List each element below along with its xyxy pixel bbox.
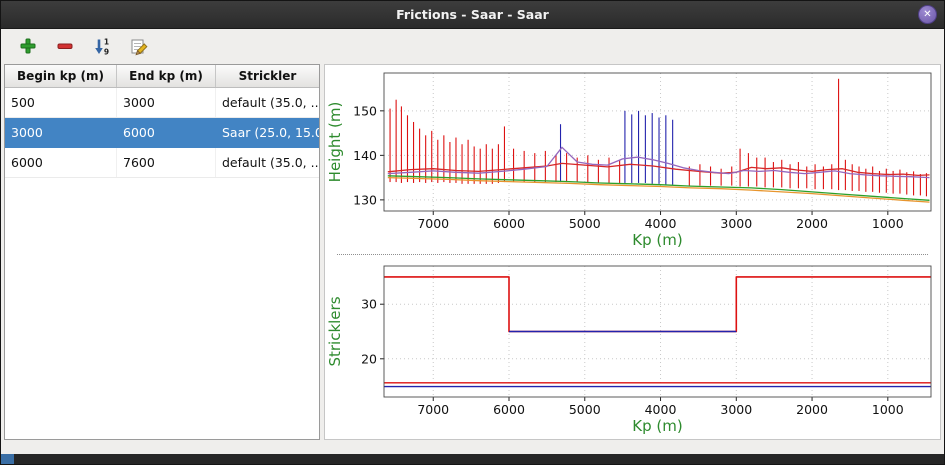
table-cell: 6000 [123, 125, 155, 140]
svg-text:150: 150 [353, 103, 377, 118]
svg-text:3000: 3000 [720, 216, 752, 231]
sort-glyph-bottom: 9 [103, 47, 108, 56]
close-button[interactable]: ✕ [918, 5, 937, 24]
table-cell: 3000 [11, 125, 43, 140]
titlebar[interactable]: Frictions - Saar - Saar ✕ [1, 1, 944, 29]
table-header: Begin kp (m) End kp (m) Strickler [5, 65, 319, 88]
table-cell: 500 [5, 88, 117, 117]
table-cell: Saar (25.0, 15.0) [222, 125, 319, 140]
svg-text:2000: 2000 [796, 216, 828, 231]
svg-text:Height (m): Height (m) [326, 102, 344, 183]
edit-icon [131, 39, 148, 55]
table-cell: default (35.0, ... [222, 155, 319, 170]
svg-text:7000: 7000 [417, 402, 449, 417]
svg-text:3000: 3000 [720, 402, 752, 417]
svg-text:140: 140 [353, 148, 377, 163]
frictions-table: Begin kp (m) End kp (m) Strickler 500 3000 d… [4, 64, 320, 440]
table-cell: 7600 [117, 148, 216, 177]
svg-text:Kp (m): Kp (m) [632, 231, 682, 249]
svg-text:6000: 6000 [493, 216, 525, 231]
charts-panel: 7000 6000 5000 4000 3000 2000 1000 130 140 150 Kp … [324, 64, 941, 440]
edit-button[interactable] [126, 33, 152, 59]
stricklers-chart: 7000 6000 5000 4000 3000 2000 1000 20 30 Kp (m) St… [326, 265, 932, 435]
main-content: Begin kp (m) End kp (m) Strickler 500 3000 d… [1, 63, 944, 454]
svg-text:4000: 4000 [645, 216, 677, 231]
table-cell: 6000 [5, 148, 117, 177]
table-cell: 3000 [117, 88, 216, 117]
window-title: Frictions - Saar - Saar [396, 7, 549, 22]
table-row[interactable]: 6000 7600 default (35.0, ... [5, 148, 319, 178]
toolbar: 1 9 [1, 29, 944, 63]
column-header[interactable]: Begin kp (m) [5, 65, 117, 87]
svg-text:30: 30 [361, 297, 377, 312]
column-header[interactable]: Strickler [238, 69, 297, 83]
minus-icon [57, 43, 73, 49]
bottom-left-accent [1, 454, 14, 464]
sort-glyph-top: 1 [103, 37, 108, 46]
chart-splitter[interactable] [337, 251, 929, 258]
close-icon: ✕ [923, 9, 932, 20]
svg-text:Stricklers: Stricklers [326, 296, 344, 366]
column-header[interactable]: End kp (m) [117, 65, 216, 87]
svg-text:130: 130 [353, 192, 377, 207]
svg-text:Kp (m): Kp (m) [632, 417, 682, 435]
svg-text:1000: 1000 [872, 216, 904, 231]
svg-text:4000: 4000 [645, 402, 677, 417]
window-bottom-border [1, 454, 944, 464]
svg-text:7000: 7000 [417, 216, 449, 231]
add-row-button[interactable] [15, 33, 41, 59]
table-row[interactable]: 500 3000 default (35.0, ... [5, 88, 319, 118]
svg-text:6000: 6000 [493, 402, 525, 417]
svg-text:20: 20 [361, 351, 377, 366]
svg-text:5000: 5000 [569, 216, 601, 231]
svg-text:5000: 5000 [569, 402, 601, 417]
sort-button[interactable]: 1 9 [89, 33, 115, 59]
remove-row-button[interactable] [52, 33, 78, 59]
sort-numeric-icon: 1 9 [94, 37, 109, 56]
table-cell: default (35.0, ... [222, 95, 319, 110]
table-body: 500 3000 default (35.0, ... 3000 6000 Saar (2… [5, 88, 319, 178]
svg-text:2000: 2000 [796, 402, 828, 417]
height-profile-chart: 7000 6000 5000 4000 3000 2000 1000 130 140 150 Kp … [326, 72, 932, 249]
plus-icon [20, 38, 36, 54]
svg-text:1000: 1000 [872, 402, 904, 417]
table-row[interactable]: 3000 6000 Saar (25.0, 15.0) [5, 118, 319, 148]
